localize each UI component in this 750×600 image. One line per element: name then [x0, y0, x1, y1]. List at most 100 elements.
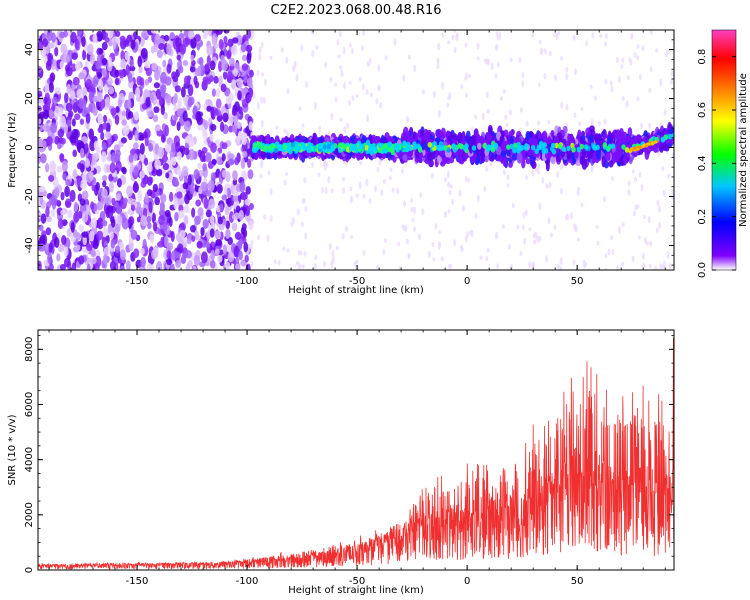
heatmap-cell — [495, 45, 499, 52]
heatmap-cell — [89, 171, 94, 181]
heatmap-cell — [49, 263, 54, 270]
heatmap-cell — [116, 205, 122, 215]
heatmap-cell — [119, 249, 126, 261]
heatmap-cell — [80, 99, 87, 108]
heatmap-cell — [638, 74, 642, 81]
heatmap-cell — [346, 122, 350, 130]
heatmap-cell — [273, 259, 277, 265]
heatmap-cell — [189, 66, 196, 73]
heatmap-cell — [75, 244, 81, 251]
heatmap-cell — [471, 134, 477, 147]
heatmap-cell — [323, 260, 327, 268]
heatmap-cell — [140, 180, 147, 188]
heatmap-cell — [145, 96, 151, 108]
heatmap-cell — [509, 263, 513, 270]
heatmap-cell — [330, 188, 334, 194]
heatmap-cell — [97, 79, 104, 92]
heatmap-cell — [115, 193, 122, 201]
heatmap-cell — [262, 96, 266, 104]
heatmap-cell — [120, 58, 126, 70]
heatmap-cell — [537, 120, 541, 126]
heatmap-cell — [124, 51, 130, 61]
heatmap-cell — [602, 142, 608, 148]
heatmap-cell — [74, 113, 81, 121]
heatmap-cell — [137, 189, 143, 202]
heatmap-cell — [163, 34, 170, 42]
heatmap-cell — [345, 225, 349, 232]
heatmap-cell — [266, 234, 270, 242]
heatmap-cell — [69, 189, 76, 202]
heatmap-cell — [39, 153, 47, 164]
heatmap-cell — [607, 248, 611, 256]
heatmap-cell — [496, 35, 500, 41]
heatmap-cell — [566, 148, 572, 159]
heatmap-cell — [214, 230, 222, 240]
heatmap-cell — [455, 33, 459, 42]
heatmap-cell — [228, 211, 235, 223]
heatmap-cell — [158, 209, 164, 217]
heatmap-cell — [216, 156, 223, 165]
heatmap-cell — [508, 161, 513, 168]
heatmap-cell — [158, 95, 163, 107]
heatmap-cell — [490, 62, 494, 70]
heatmap-cell — [130, 229, 138, 240]
heatmap-cell — [136, 216, 141, 223]
heatmap-cell — [209, 215, 215, 224]
heatmap-cell — [525, 175, 529, 180]
heatmap-cell — [85, 113, 91, 124]
heatmap-cell — [185, 250, 192, 259]
heatmap-cell — [423, 128, 429, 139]
heatmap-cell — [659, 262, 663, 270]
heatmap-cell — [536, 167, 540, 175]
heatmap-cell — [477, 142, 482, 150]
heatmap-cell — [351, 95, 355, 102]
heatmap-cell — [531, 31, 535, 39]
heatmap-cell — [102, 180, 107, 188]
heatmap-cell — [45, 162, 50, 173]
heatmap-cell — [66, 83, 72, 95]
heatmap-cell — [81, 36, 86, 48]
heatmap-cell — [393, 38, 397, 46]
heatmap-cell — [106, 155, 112, 162]
heatmap-cell — [145, 67, 152, 77]
heatmap-cell — [151, 212, 156, 224]
heatmap-cell — [39, 234, 46, 247]
heatmap-cell — [155, 124, 161, 132]
heatmap-cell — [384, 54, 388, 61]
heatmap-cell — [483, 186, 487, 193]
heatmap-cell — [139, 151, 145, 163]
heatmap-cell — [522, 211, 526, 219]
heatmap-cell — [620, 63, 624, 69]
heatmap-cell — [56, 253, 61, 262]
heatmap-cell — [236, 34, 243, 46]
heatmap-cell — [156, 49, 163, 59]
heatmap-cell — [243, 74, 248, 84]
heatmap-cell — [82, 49, 87, 61]
heatmap-cell — [197, 65, 202, 77]
heatmap-cell — [245, 44, 253, 53]
heatmap-cell — [140, 215, 147, 227]
heatmap-cell — [180, 256, 187, 264]
heatmap-cell — [231, 37, 239, 44]
heatmap-cell — [173, 114, 178, 121]
heatmap-cell — [91, 184, 96, 192]
heatmap-cell — [81, 231, 89, 238]
heatmap-cell — [557, 30, 561, 36]
heatmap-cell — [135, 86, 141, 99]
heatmap-cell — [579, 143, 585, 150]
heatmap-cell — [44, 82, 50, 94]
heatmap-cell — [631, 255, 635, 263]
heatmap-cell — [111, 197, 116, 206]
heatmap-cell — [640, 183, 644, 192]
heatmap-cell — [583, 261, 587, 269]
heatmap-cell — [349, 135, 356, 142]
heatmap-cell — [443, 212, 447, 218]
heatmap-cell — [215, 239, 223, 246]
heatmap-cell — [541, 177, 545, 184]
heatmap-cell — [154, 159, 161, 170]
heatmap-cell — [573, 112, 577, 118]
heatmap-cell — [59, 60, 65, 70]
heatmap-cell — [127, 72, 133, 84]
heatmap-cell — [90, 251, 97, 258]
